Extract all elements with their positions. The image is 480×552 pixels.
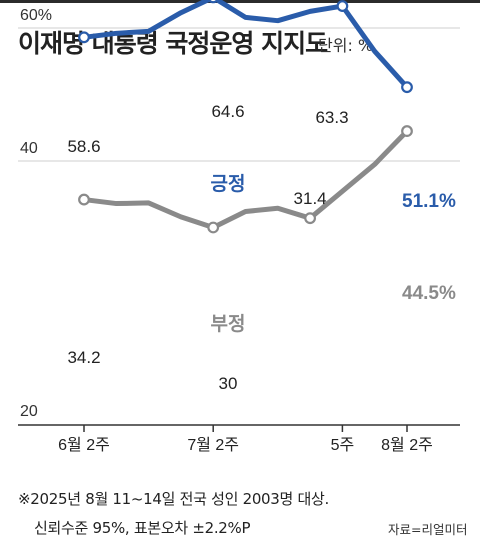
x-tick-label: 5주 (331, 437, 355, 454)
series-line (81, 128, 410, 230)
data-point (78, 193, 90, 206)
x-tick-label: 6월 2주 (58, 436, 110, 454)
data-point (78, 31, 90, 44)
series-name-label: 부정 (211, 313, 246, 335)
x-tick-label: 7월 2주 (187, 436, 239, 454)
series-name-label: 긍정 (211, 173, 246, 195)
chart-title: 이재명 대통령 국정운영 지지도 (18, 29, 328, 58)
source-label: 자료=리얼미터 (388, 522, 468, 537)
data-point (207, 0, 219, 4)
unit-label: 단위: % (318, 36, 374, 55)
x-tick-label: 8월 2주 (381, 436, 433, 454)
data-label: 64.6 (211, 102, 244, 121)
data-point (207, 221, 220, 234)
data-label: 51.1% (402, 191, 456, 212)
data-point (401, 125, 413, 137)
data-label: 63.3 (315, 108, 348, 127)
y-tick-label: 60% (20, 7, 52, 24)
data-label: 31.4 (294, 189, 327, 208)
data-point (304, 212, 317, 225)
data-label: 44.5% (402, 283, 456, 304)
data-label: 30 (219, 374, 238, 393)
top-rule (0, 0, 480, 3)
series-line (81, 0, 410, 90)
footnote-margin: 신뢰수준 95%, 표본오차 ±2.2%P (34, 519, 251, 537)
y-tick-label: 40 (20, 140, 38, 157)
data-label: 34.2 (67, 348, 100, 367)
data-point (336, 0, 349, 12)
data-point (401, 81, 413, 94)
data-label: 58.6 (67, 137, 100, 156)
footnote-survey: ※2025년 8월 11~14일 전국 성인 2003명 대상. (18, 490, 329, 508)
y-tick-label: 20 (20, 403, 38, 420)
